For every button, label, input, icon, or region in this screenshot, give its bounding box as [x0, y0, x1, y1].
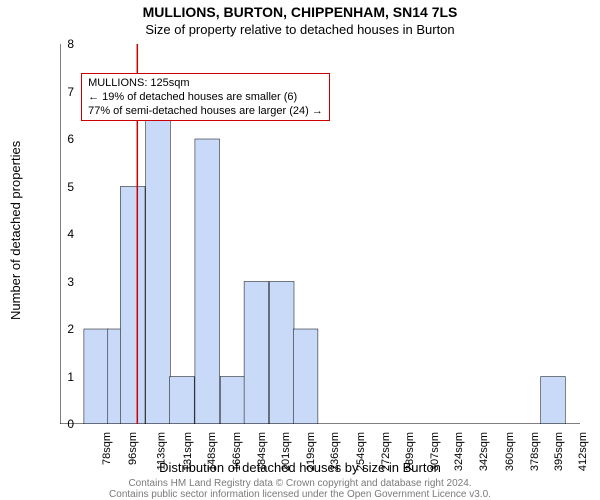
y-tick-label: 1 — [62, 370, 74, 384]
bar — [269, 282, 294, 425]
annotation-box: MULLIONS: 125sqm ← 19% of detached house… — [81, 73, 330, 122]
bar — [220, 377, 245, 425]
y-tick-label: 4 — [62, 227, 74, 241]
y-tick-label: 0 — [62, 417, 74, 431]
bar — [244, 282, 269, 425]
annotation-line1: MULLIONS: 125sqm — [88, 76, 323, 90]
footer-line1: Contains HM Land Registry data © Crown c… — [0, 478, 600, 489]
x-axis-label: Distribution of detached houses by size … — [0, 460, 600, 475]
annotation-line2: ← 19% of detached houses are smaller (6) — [88, 90, 323, 104]
y-tick-label: 8 — [62, 37, 74, 51]
bar — [293, 329, 318, 424]
bar — [120, 187, 145, 425]
bar — [146, 92, 171, 425]
footer: Contains HM Land Registry data © Crown c… — [0, 478, 600, 500]
y-tick-label: 7 — [62, 85, 74, 99]
y-tick-label: 5 — [62, 180, 74, 194]
footer-line2: Contains public sector information licen… — [0, 489, 600, 500]
y-tick-label: 2 — [62, 322, 74, 336]
y-tick-label: 6 — [62, 132, 74, 146]
chart-subtitle: Size of property relative to detached ho… — [0, 20, 600, 37]
bar — [541, 377, 566, 425]
bar — [195, 139, 220, 424]
annotation-line3: 77% of semi-detached houses are larger (… — [88, 104, 323, 118]
y-tick-label: 3 — [62, 275, 74, 289]
chart-title: MULLIONS, BURTON, CHIPPENHAM, SN14 7LS — [0, 0, 600, 20]
bar — [170, 377, 195, 425]
bar — [84, 329, 109, 424]
y-axis-label: Number of detached properties — [8, 141, 23, 320]
